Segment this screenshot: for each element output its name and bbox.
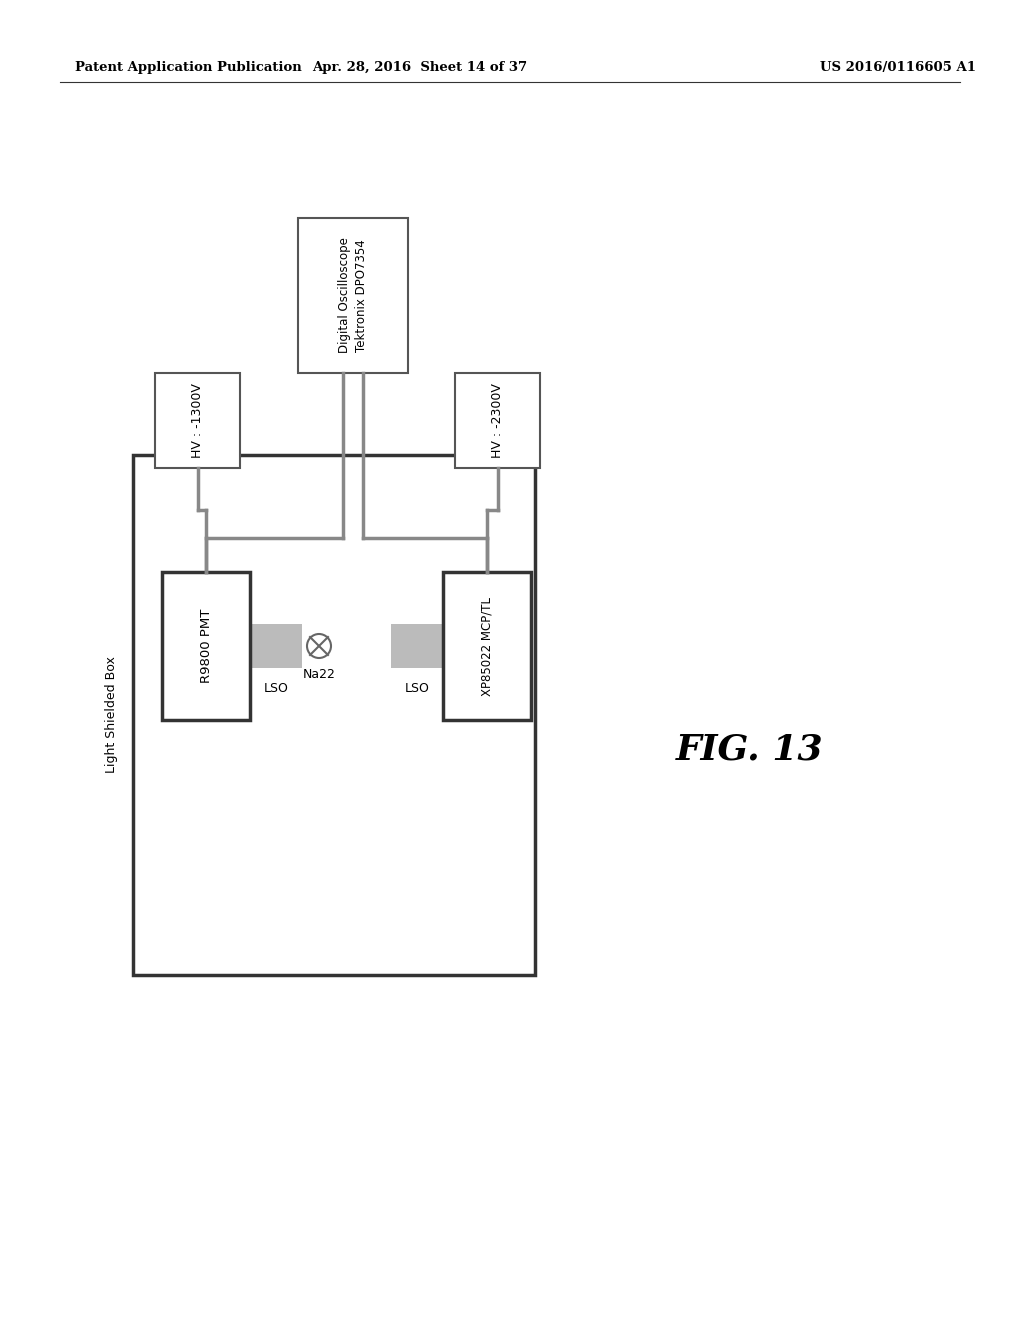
Text: XP85022 MCP/TL: XP85022 MCP/TL: [480, 597, 494, 696]
Text: LSO: LSO: [404, 681, 429, 694]
Bar: [298, 218, 408, 374]
Bar: [162, 572, 250, 719]
Bar: [133, 455, 535, 975]
Text: Light Shielded Box: Light Shielded Box: [104, 656, 118, 774]
Text: HV : -2300V: HV : -2300V: [490, 383, 504, 458]
Text: Digital Oscilloscope
Tektronix DPO7354: Digital Oscilloscope Tektronix DPO7354: [338, 238, 368, 354]
Bar: [155, 374, 240, 469]
Text: FIG. 13: FIG. 13: [676, 733, 824, 767]
Text: LSO: LSO: [263, 681, 289, 694]
Text: Patent Application Publication: Patent Application Publication: [75, 62, 302, 74]
Text: Apr. 28, 2016  Sheet 14 of 37: Apr. 28, 2016 Sheet 14 of 37: [312, 62, 527, 74]
Bar: [443, 572, 531, 719]
Bar: [250, 624, 302, 668]
Bar: [391, 624, 443, 668]
Text: Na22: Na22: [302, 668, 336, 681]
Text: R9800 PMT: R9800 PMT: [200, 609, 213, 684]
Text: HV : -1300V: HV : -1300V: [191, 383, 204, 458]
Bar: [455, 374, 540, 469]
Text: US 2016/0116605 A1: US 2016/0116605 A1: [820, 62, 976, 74]
